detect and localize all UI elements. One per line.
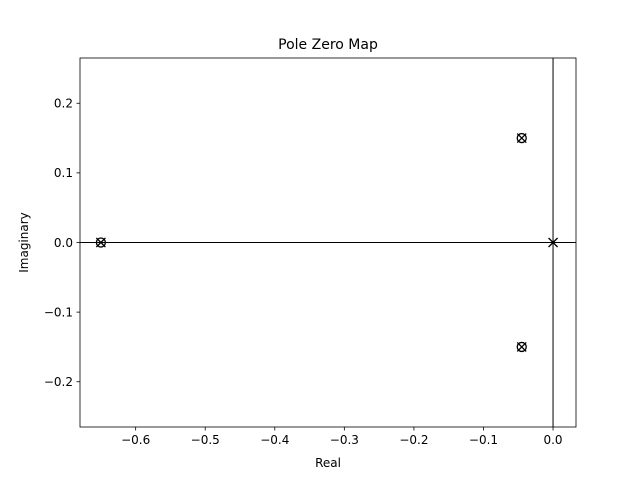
y-tick-label: 0.1 (54, 166, 73, 180)
x-tick-label: −0.3 (330, 433, 359, 447)
x-tick-label: −0.5 (191, 433, 220, 447)
x-tick-label: −0.2 (399, 433, 428, 447)
reference-lines (80, 58, 576, 427)
pole-marker (548, 237, 559, 248)
chart-title: Pole Zero Map (278, 37, 378, 53)
pole-zero-markers (95, 132, 559, 353)
zero-marker (516, 132, 527, 144)
x-axis-label: Real (315, 456, 341, 470)
x-tick-label: 0.0 (543, 433, 562, 447)
zero-marker (516, 341, 527, 353)
x-tick-label: −0.1 (469, 433, 498, 447)
y-tick-label: −0.2 (44, 375, 73, 389)
plot-frame (79, 57, 577, 428)
zero-marker (95, 237, 107, 248)
y-tick-label: 0.0 (54, 236, 73, 250)
x-axis-ticks: −0.6 −0.5 −0.4 −0.3 −0.2 −0.1 0.0 (121, 427, 563, 447)
y-tick-label: −0.1 (44, 305, 73, 319)
y-tick-label: 0.2 (54, 97, 73, 111)
x-tick-label: −0.6 (121, 433, 150, 447)
y-axis-label: Imaginary (17, 212, 31, 273)
y-axis-ticks: −0.2 −0.1 0.0 0.1 0.2 (44, 97, 80, 389)
x-tick-label: −0.4 (260, 433, 289, 447)
